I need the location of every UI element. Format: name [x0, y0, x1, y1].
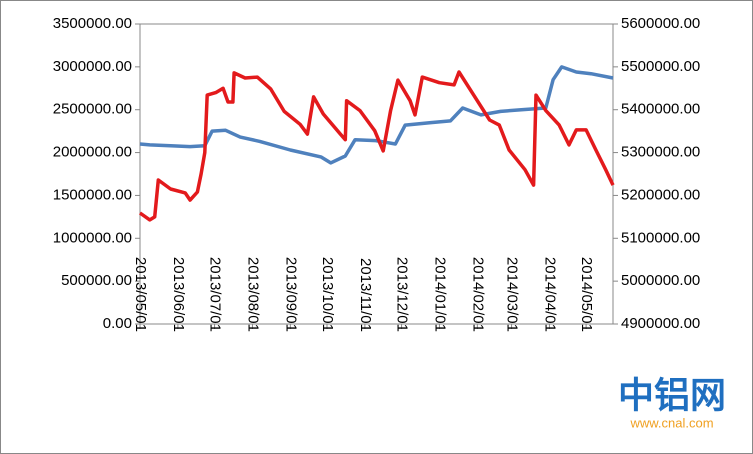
x-tick-label: 2014/04/01: [541, 257, 558, 332]
series-line: [138, 70, 615, 222]
x-tick-label: 2013/09/01: [282, 257, 299, 332]
x-tick-label: 2014/02/01: [469, 257, 486, 332]
x-tick-label: 2013/07/01: [207, 257, 224, 332]
y2-tick-label: 5000000.00: [621, 272, 700, 289]
x-tick-label: 2013/06/01: [170, 257, 187, 332]
y-tick-label: 500000.00: [61, 272, 132, 289]
y2-tick-label: 4900000.00: [621, 315, 700, 332]
x-tick-label: 2013/11/01: [357, 258, 374, 332]
y2-tick-label: 5400000.00: [621, 101, 700, 118]
x-tick-label: 2014/01/01: [431, 257, 448, 332]
plot-area: [139, 23, 614, 325]
y-tick-label: 0.00: [103, 315, 132, 332]
series-line: [139, 65, 614, 165]
x-tick-label: 2013/10/01: [319, 257, 336, 332]
y-tick-label: 3000000.00: [53, 58, 132, 75]
y2-tick-label: 5600000.00: [621, 15, 700, 32]
y2-tick-label: 5500000.00: [621, 58, 700, 75]
y2-tick-label: 5100000.00: [621, 229, 700, 246]
y-tick-label: 1500000.00: [53, 186, 132, 203]
logo: 中铝网: [618, 375, 726, 416]
logo-url: www.cnal.com: [629, 415, 713, 430]
y2-tick-label: 5200000.00: [621, 186, 700, 203]
x-tick-label: 2013/05/01: [132, 257, 149, 332]
y2-tick-label: 5300000.00: [621, 144, 700, 161]
y-tick-label: 1000000.00: [53, 229, 132, 246]
x-tick-label: 2014/05/01: [578, 257, 595, 332]
y-tick-label: 2000000.00: [53, 144, 132, 161]
x-tick-label: 2014/03/01: [504, 257, 521, 332]
y-tick-label: 2500000.00: [53, 101, 132, 118]
x-tick-label: 2013/08/01: [244, 257, 261, 332]
x-tick-label: 2013/12/01: [394, 257, 411, 332]
y-tick-label: 3500000.00: [53, 15, 132, 32]
